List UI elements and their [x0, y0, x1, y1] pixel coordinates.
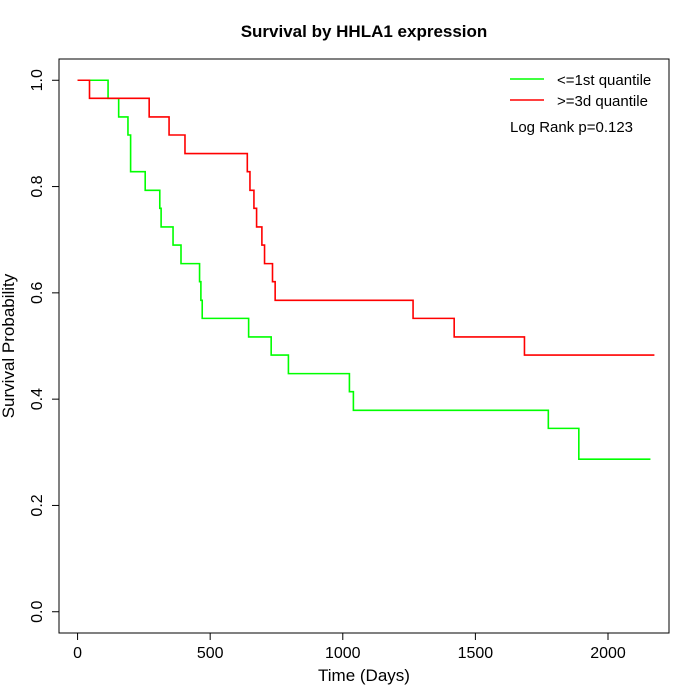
y-tick-label: 0.8: [29, 175, 46, 197]
x-tick-label: 0: [73, 645, 82, 662]
y-axis-label: Survival Probability: [0, 273, 18, 418]
x-tick-label: 2000: [590, 645, 626, 662]
y-tick-label: 0.0: [29, 601, 46, 623]
x-tick-label: 1500: [458, 645, 494, 662]
legend: <=1st quantile >=3d quantile: [510, 72, 651, 110]
x-axis-label: Time (Days): [318, 666, 410, 685]
series-layer: [77, 79, 655, 461]
y-tick-label: 0.6: [29, 282, 46, 304]
legend-label-low: <=1st quantile: [557, 72, 651, 89]
y-tick-label: 0.2: [29, 494, 46, 516]
y-tick-label: 1.0: [29, 69, 46, 91]
survival-curve-low: [77, 79, 651, 461]
legend-label-high: >=3d quantile: [557, 93, 648, 110]
x-tick-label: 500: [197, 645, 224, 662]
plot-frame: [58, 58, 670, 634]
x-tick-label: 1000: [325, 645, 361, 662]
survival-curve-high: [77, 79, 655, 356]
log-rank-annotation: Log Rank p=0.123: [510, 119, 633, 136]
chart-title: Survival by HHLA1 expression: [241, 22, 488, 41]
y-tick-label: 0.4: [29, 388, 46, 410]
y-axis: 0.0 0.2 0.4 0.6 0.8 1.0: [29, 69, 60, 623]
x-axis: 0 500 1000 1500 2000: [73, 632, 626, 662]
